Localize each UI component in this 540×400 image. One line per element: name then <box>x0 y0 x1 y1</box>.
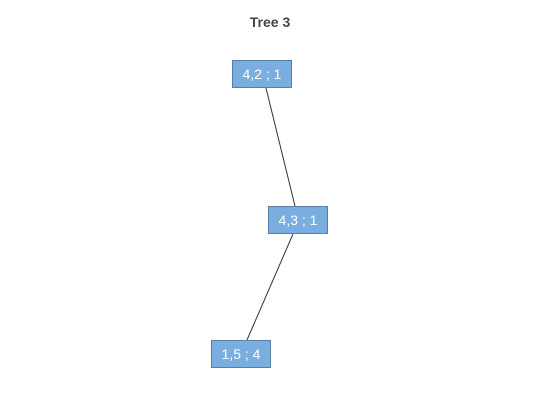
tree-node-root[interactable]: 4,2 ; 1 <box>232 60 292 88</box>
tree-node-child[interactable]: 4,3 ; 1 <box>268 206 328 234</box>
diagram-title: Tree 3 <box>249 14 291 30</box>
tree-node-leaf[interactable]: 1,5 ; 4 <box>211 340 271 368</box>
edge-n2-n3 <box>246 233 294 341</box>
edge-n1-n2 <box>265 87 296 207</box>
